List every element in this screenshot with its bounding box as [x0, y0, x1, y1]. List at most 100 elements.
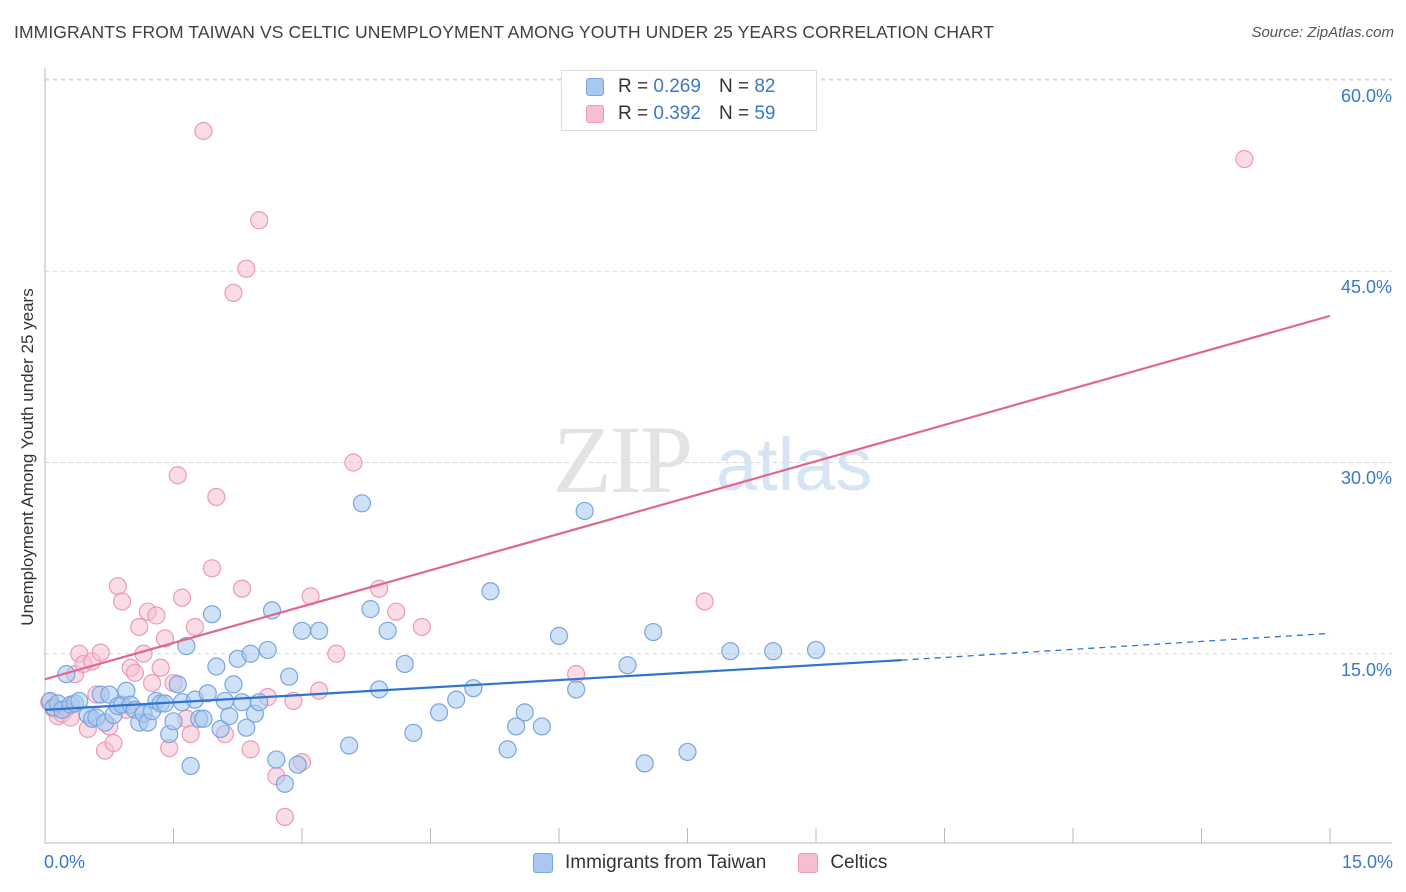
taiwan-point [310, 621, 329, 640]
celtics-point [91, 643, 110, 662]
celtics-point [147, 606, 166, 625]
n-label: N = [718, 76, 750, 97]
celtics-point [207, 487, 226, 507]
taiwan-point [215, 691, 234, 711]
taiwan-point [404, 723, 423, 742]
watermark-atlas: atlas [716, 423, 872, 506]
y-tick-label: 45.0% [1340, 277, 1392, 297]
taiwan-point [241, 644, 260, 663]
celtics-point [310, 681, 329, 700]
taiwan-point [635, 754, 654, 773]
celtics-point [172, 588, 192, 607]
taiwan-trend-line [44, 659, 902, 711]
taiwan-point [429, 703, 449, 722]
r-label: R = [618, 76, 649, 97]
r-label: R = [618, 103, 649, 124]
taiwan-point [395, 654, 414, 674]
r-value: 0.269 [653, 76, 701, 97]
celtics-point [237, 259, 256, 278]
taiwan-point [644, 622, 663, 642]
taiwan-point [177, 636, 196, 656]
celtics-point [250, 211, 269, 230]
taiwan-trend-extension [901, 632, 1331, 661]
taiwan-point [258, 640, 277, 660]
taiwan-point [721, 642, 740, 661]
taiwan-point [181, 756, 200, 776]
y-tick-label: 60.0% [1340, 86, 1392, 106]
y-tick-label: 15.0% [1340, 660, 1392, 680]
celtics-point [104, 733, 123, 753]
taiwan-point [340, 736, 359, 755]
celtics-point [125, 663, 145, 682]
celtics-point [224, 283, 243, 303]
celtics-point [327, 644, 346, 663]
correlation-legend: R = 0.269 N = 82 R = 0.392 N = 59 [561, 70, 817, 131]
taiwan-point [237, 718, 256, 737]
taiwan-point [515, 703, 534, 722]
taiwan-point [532, 717, 551, 736]
legend-label-celtics: Celtics [830, 852, 888, 873]
taiwan-point [280, 667, 299, 686]
celtics-point [387, 602, 406, 621]
celtics-point [202, 559, 222, 578]
taiwan-point [567, 680, 586, 699]
y-axis-title: Unemployment Among Youth under 25 years [18, 288, 37, 626]
taiwan-point [447, 690, 466, 709]
taiwan-point [220, 707, 239, 726]
n-value: 59 [754, 103, 776, 124]
celtics-point [168, 466, 187, 485]
celtics-point [695, 592, 714, 611]
taiwan-point [207, 657, 226, 676]
watermark-zip: ZIP [553, 406, 691, 513]
taiwan-point [211, 719, 230, 739]
series-legend: Immigrants from Taiwan Celtics [533, 852, 887, 874]
legend-swatch-celtics [586, 105, 604, 123]
taiwan-point [678, 742, 697, 762]
x-tick-label-left: 0.0% [44, 852, 86, 872]
celtics-point [241, 740, 260, 759]
celtics-point [130, 617, 149, 637]
taiwan-point [288, 755, 307, 774]
taiwan-point [202, 605, 222, 624]
x-tick-label-right: 15.0% [1341, 852, 1393, 872]
taiwan-point [194, 709, 213, 728]
legend-swatch-taiwan [533, 853, 553, 873]
celtics-point [155, 629, 175, 648]
celtics-point [344, 453, 363, 472]
celtics-trend-line [44, 314, 1331, 681]
celtics-point [232, 579, 252, 598]
celtics-point [194, 121, 213, 141]
taiwan-point [618, 656, 637, 675]
celtics-point [185, 617, 205, 637]
celtics-point [151, 658, 170, 677]
legend-item-taiwan: Immigrants from Taiwan [533, 852, 766, 874]
taiwan-point [764, 642, 783, 661]
taiwan-point [378, 621, 397, 640]
celtics-point [181, 724, 200, 744]
chart-title: IMMIGRANTS FROM TAIWAN VS CELTIC UNEMPLO… [14, 22, 995, 42]
celtics-point [1235, 149, 1254, 169]
source-credit: Source: ZipAtlas.com [1251, 24, 1394, 41]
celtics-point [412, 617, 432, 637]
taiwan-point [70, 691, 89, 711]
taiwan-point [224, 675, 243, 694]
n-value: 82 [754, 76, 776, 97]
legend-item-celtics: Celtics [798, 852, 887, 874]
legend-swatch-taiwan [586, 78, 604, 96]
taiwan-point [352, 494, 372, 513]
celtics-point [112, 592, 132, 611]
taiwan-point [806, 640, 826, 660]
taiwan-point [507, 717, 526, 736]
taiwan-point [267, 750, 286, 769]
celtics-point [275, 807, 294, 827]
taiwan-point [198, 684, 217, 703]
celtics-point [108, 577, 127, 596]
axes [44, 68, 1392, 844]
grid-lines [45, 78, 1392, 655]
legend-swatch-celtics [798, 853, 819, 873]
legend-row-taiwan: R = 0.269 N = 82 [586, 75, 775, 99]
n-label: N = [718, 103, 750, 124]
taiwan-point [168, 675, 187, 694]
legend-row-celtics: R = 0.392 N = 59 [586, 102, 775, 126]
